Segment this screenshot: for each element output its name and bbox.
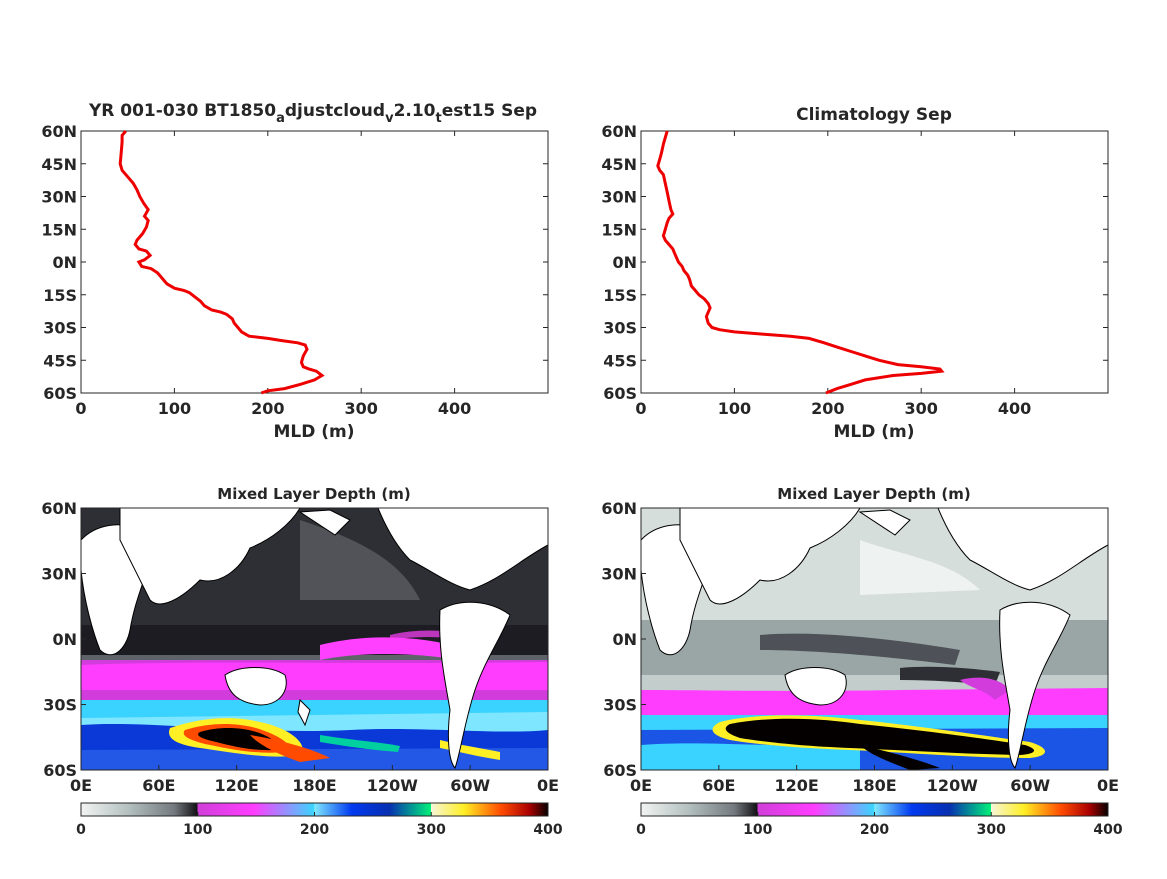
xtick-label: 120E	[215, 776, 259, 795]
xtick-label: 200	[251, 399, 284, 418]
ytick-label: 30S	[43, 319, 77, 338]
map-2-field	[641, 508, 1108, 770]
colorbar-tick-label: 300	[977, 822, 1006, 838]
map-2-colorbar-ticks: 0 100 200 300 400	[636, 812, 1123, 838]
ytick-label: 60S	[43, 761, 77, 780]
ytick-label: 30N	[601, 565, 637, 584]
colorbar-tick-label: 100	[743, 822, 772, 838]
ytick-label: 30S	[43, 696, 77, 715]
ytick-label: 30N	[601, 188, 637, 207]
colorbar-tick-label: 300	[417, 822, 446, 838]
xtick-label: 300	[904, 399, 937, 418]
xtick-label: 0E	[1097, 776, 1119, 795]
ytick-label: 15S	[43, 286, 77, 305]
ytick-label: 0N	[52, 253, 77, 272]
profile-2-axes-box	[640, 130, 1109, 394]
xtick-label: 100	[718, 399, 751, 418]
ytick-label: 60S	[603, 761, 637, 780]
ytick-label: 45N	[41, 155, 77, 174]
xtick-label: 180E	[852, 776, 896, 795]
profile-1-mld-line	[118, 130, 325, 395]
map-2-yticks: 60N 30N 0N 30S 60S	[601, 499, 646, 780]
profile-1-yticks: 60N 45N 30N 15N 0N 15S 30S 45S 60S	[41, 122, 548, 403]
colorbar-tick-label: 0	[636, 822, 646, 838]
xtick-label: 300	[344, 399, 377, 418]
profile-2-title: Climatology Sep	[796, 105, 952, 125]
xtick-label: 100	[158, 399, 191, 418]
ytick-label: 0N	[612, 630, 637, 649]
xtick-label: 60E	[702, 776, 735, 795]
xtick-label: 0E	[70, 776, 92, 795]
ytick-label: 30S	[603, 319, 637, 338]
xtick-label: 120W	[927, 776, 978, 795]
profile-1-axes-box	[80, 130, 549, 394]
xtick-label: 60W	[450, 776, 490, 795]
map-panel-1: Mixed Layer Depth (m)	[41, 485, 563, 838]
profile-2-yticks: 60N 45N 30N 15N 0N 15S 30S 45S 60S	[601, 122, 1108, 403]
map-1-xticks: 0E 60E 120E 180E 120W 60W 0E	[70, 765, 559, 795]
xtick-label: 0	[635, 399, 646, 418]
xtick-label: 400	[438, 399, 471, 418]
profile-1-title: YR 001-030 BT1850adjustcloudv2.10test15 …	[88, 101, 537, 126]
ytick-label: 45S	[603, 351, 637, 370]
colorbar-tick-label: 0	[76, 822, 86, 838]
map-2-title: Mixed Layer Depth (m)	[777, 485, 970, 503]
xtick-label: 120W	[367, 776, 418, 795]
ytick-label: 0N	[52, 630, 77, 649]
profile-1-xticks: 0 100 200 300 400	[75, 131, 471, 418]
ytick-label: 30N	[41, 565, 77, 584]
colorbar-tick-label: 100	[183, 822, 212, 838]
xtick-label: 0	[75, 399, 86, 418]
colorbar-tick-label: 400	[533, 822, 562, 838]
profile-2-mld-line	[656, 130, 945, 395]
ytick-label: 60S	[603, 384, 637, 403]
map-2-xticks: 0E 60E 120E 180E 120W 60W 0E	[630, 765, 1119, 795]
profile-2-xlabel: MLD (m)	[833, 422, 914, 442]
xtick-label: 60W	[1010, 776, 1050, 795]
ytick-label: 15N	[41, 220, 77, 239]
xtick-label: 180E	[292, 776, 336, 795]
profile-panel-1: YR 001-030 BT1850adjustcloudv2.10test15 …	[41, 101, 549, 442]
xtick-label: 400	[998, 399, 1031, 418]
xtick-label: 200	[811, 399, 844, 418]
xtick-label: 120E	[775, 776, 819, 795]
profile-panel-2: Climatology Sep 60N45N30N15N0N15S30S45S6…	[601, 105, 1109, 442]
map-panel-2: Mixed Layer Depth (m)	[601, 485, 1123, 838]
ytick-label: 30N	[41, 188, 77, 207]
colorbar-tick-label: 200	[860, 822, 889, 838]
ytick-label: 15S	[603, 286, 637, 305]
ytick-label: 15N	[601, 220, 637, 239]
ytick-label: 60S	[43, 384, 77, 403]
xtick-label: 60E	[142, 776, 175, 795]
colorbar-tick-label: 400	[1093, 822, 1122, 838]
xtick-label: 0E	[537, 776, 559, 795]
colorbar-tick-label: 200	[300, 822, 329, 838]
map-1-colorbar-ticks: 0 100 200 300 400	[76, 812, 563, 838]
ytick-label: 60N	[41, 499, 77, 518]
ytick-label: 60N	[601, 499, 637, 518]
ytick-label: 0N	[612, 253, 637, 272]
map-1-field	[81, 508, 548, 770]
profile-1-xlabel: MLD (m)	[273, 422, 354, 442]
map-1-title: Mixed Layer Depth (m)	[217, 485, 410, 503]
ytick-label: 45N	[601, 155, 637, 174]
ytick-label: 60N	[601, 122, 637, 141]
map-1-yticks: 60N 30N 0N 30S 60S	[41, 499, 86, 780]
profile-2-xticks: 0 100 200 300 400	[635, 131, 1031, 418]
ytick-label: 60N	[41, 122, 77, 141]
ytick-label: 45S	[43, 351, 77, 370]
ytick-label: 30S	[603, 696, 637, 715]
xtick-label: 0E	[630, 776, 652, 795]
